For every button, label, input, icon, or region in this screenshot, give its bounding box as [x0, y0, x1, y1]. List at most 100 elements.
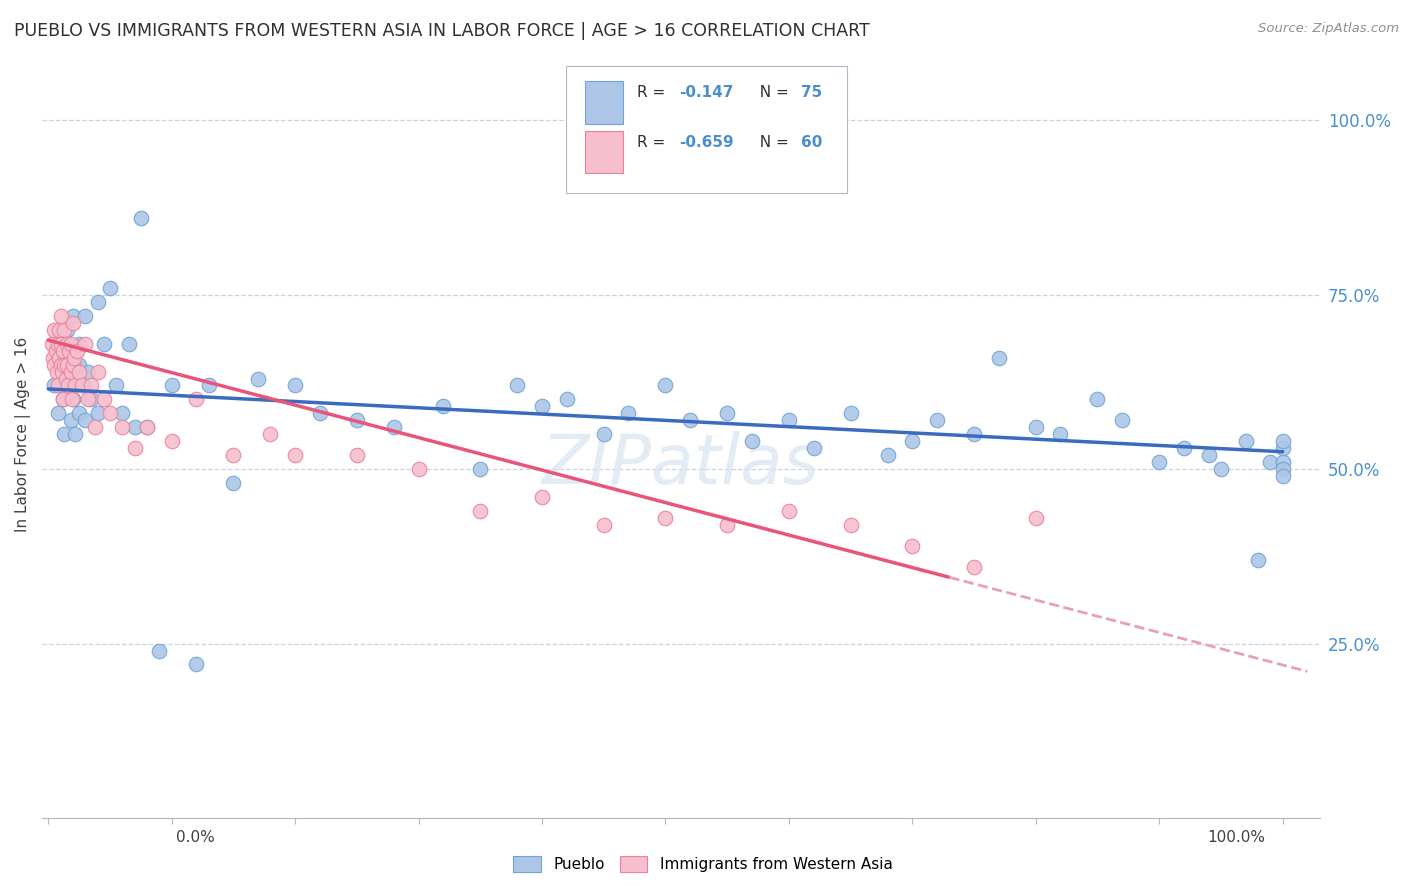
Point	[839, 406, 862, 420]
Point	[66, 343, 89, 358]
Point	[1147, 455, 1170, 469]
Point	[284, 378, 307, 392]
Point	[716, 406, 738, 420]
Point	[778, 504, 800, 518]
Point	[42, 351, 65, 365]
FancyBboxPatch shape	[585, 81, 623, 124]
Point	[716, 518, 738, 533]
Point	[1025, 420, 1047, 434]
Point	[1234, 434, 1257, 449]
Point	[506, 378, 529, 392]
Text: Source: ZipAtlas.com: Source: ZipAtlas.com	[1258, 22, 1399, 36]
Point	[86, 365, 108, 379]
Text: R =: R =	[637, 136, 671, 150]
Text: PUEBLO VS IMMIGRANTS FROM WESTERN ASIA IN LABOR FORCE | AGE > 16 CORRELATION CHA: PUEBLO VS IMMIGRANTS FROM WESTERN ASIA I…	[14, 22, 870, 40]
Legend: Pueblo, Immigrants from Western Asia: Pueblo, Immigrants from Western Asia	[506, 848, 900, 880]
Point	[59, 343, 82, 358]
Text: 0.0%: 0.0%	[176, 830, 215, 845]
Point	[592, 518, 614, 533]
Point	[59, 413, 82, 427]
Point	[531, 490, 554, 504]
Point	[48, 323, 70, 337]
Point	[49, 309, 72, 323]
Point	[51, 365, 73, 379]
Point	[408, 462, 430, 476]
Point	[53, 323, 76, 337]
Text: 60: 60	[801, 136, 823, 150]
Point	[1258, 455, 1281, 469]
Point	[259, 427, 281, 442]
Point	[111, 420, 134, 434]
Point	[76, 392, 98, 407]
Point	[45, 365, 67, 379]
Point	[45, 343, 67, 358]
Y-axis label: In Labor Force | Age > 16: In Labor Force | Age > 16	[15, 336, 31, 532]
Point	[84, 420, 107, 434]
Point	[247, 371, 270, 385]
Point	[93, 392, 115, 407]
Point	[80, 392, 103, 407]
Point	[778, 413, 800, 427]
Point	[44, 323, 66, 337]
Point	[470, 462, 492, 476]
Point	[56, 336, 79, 351]
Point	[93, 336, 115, 351]
Text: 75: 75	[801, 86, 823, 101]
Point	[76, 365, 98, 379]
Point	[186, 392, 208, 407]
Point	[55, 371, 77, 385]
Point	[1173, 442, 1195, 456]
Point	[1271, 434, 1294, 449]
Point	[65, 427, 87, 442]
Point	[65, 378, 87, 392]
Point	[52, 343, 75, 358]
Point	[48, 351, 70, 365]
Point	[59, 336, 82, 351]
Point	[75, 309, 97, 323]
Point	[105, 378, 128, 392]
Point	[346, 413, 368, 427]
Point	[46, 336, 69, 351]
Point	[56, 358, 79, 372]
Point	[124, 442, 146, 456]
Point	[86, 406, 108, 420]
Point	[654, 378, 676, 392]
Point	[80, 378, 103, 392]
Point	[136, 420, 159, 434]
Point	[86, 294, 108, 309]
Point	[197, 378, 219, 392]
Point	[53, 427, 76, 442]
Text: N =: N =	[749, 86, 793, 101]
Point	[70, 378, 93, 392]
Point	[901, 434, 924, 449]
Point	[186, 657, 208, 672]
Point	[49, 336, 72, 351]
Point	[117, 336, 139, 351]
Point	[62, 358, 84, 372]
Point	[75, 336, 97, 351]
Point	[1198, 448, 1220, 462]
Point	[67, 358, 90, 372]
Point	[1049, 427, 1071, 442]
Point	[222, 476, 245, 491]
Point	[67, 365, 90, 379]
Point	[741, 434, 763, 449]
Point	[1271, 442, 1294, 456]
Point	[1247, 553, 1270, 567]
Point	[1271, 462, 1294, 476]
Point	[62, 392, 84, 407]
Point	[901, 539, 924, 553]
Point	[56, 323, 79, 337]
Point	[1271, 455, 1294, 469]
Point	[63, 351, 86, 365]
Point	[592, 427, 614, 442]
Point	[52, 392, 75, 407]
Point	[160, 434, 183, 449]
Point	[987, 351, 1010, 365]
Point	[52, 392, 75, 407]
Text: ZIPatlas: ZIPatlas	[541, 432, 820, 499]
Point	[60, 392, 83, 407]
Point	[555, 392, 578, 407]
Point	[56, 378, 79, 392]
Point	[136, 420, 159, 434]
